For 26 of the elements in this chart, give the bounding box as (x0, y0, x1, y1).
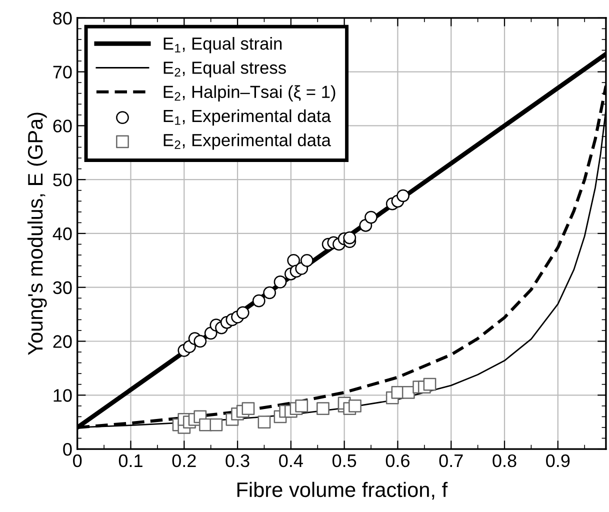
y-tick-label: 40 (52, 227, 72, 240)
legend-label: E$_{2}$, Equal stress (164, 61, 286, 78)
y-tick-label: 80 (53, 12, 72, 25)
y-tick-label: 70 (53, 66, 72, 79)
legend-label: E$_{1}$, Equal strain (164, 37, 282, 54)
y-tick-label: 20 (53, 335, 72, 348)
x-tick-label: 0 (73, 454, 82, 468)
y-tick-label: 30 (53, 281, 72, 294)
y-tick-label: 0 (63, 442, 72, 456)
x-tick-label: 0.5 (332, 454, 356, 468)
y-axis-title: Young's modulus, E (GPa) (27, 112, 47, 356)
x-tick-label: 0.7 (439, 454, 463, 468)
y-tick-label: 60 (53, 120, 72, 132)
x-tick-label: 0.1 (118, 454, 142, 468)
x-tick-label: 0.2 (172, 454, 196, 468)
legend-label: E$_{2}$, Halpin–Tsai (ξ = 1) (164, 85, 336, 102)
x-axis-title: Fibre volume fraction, f (237, 482, 448, 500)
x-tick-label: 0.4 (279, 454, 303, 468)
legend-label: E$_{2}$, Experimental data (164, 134, 331, 150)
x-tick-label: 0.6 (386, 454, 410, 468)
x-tick-label: 0.3 (226, 454, 250, 468)
y-tick-label: 10 (54, 389, 72, 402)
x-tick-label: 0.8 (492, 454, 516, 468)
x-tick-label: 0.9 (546, 454, 570, 468)
legend-label: E$_{1}$, Experimental data (164, 109, 331, 126)
y-tick-label: 50 (53, 174, 72, 186)
